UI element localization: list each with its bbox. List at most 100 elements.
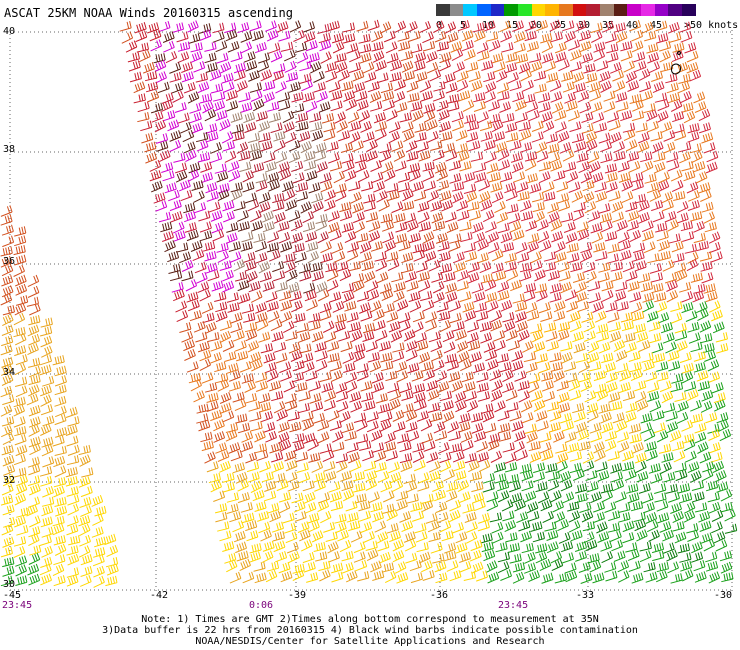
wind-barb <box>480 273 494 284</box>
wind-barb <box>681 291 694 303</box>
wind-barb <box>40 317 53 328</box>
wind-barb <box>638 272 651 284</box>
wind-barb <box>502 442 515 453</box>
wind-barb <box>238 91 251 103</box>
wind-barb <box>399 382 412 394</box>
wind-barb <box>233 62 246 74</box>
wind-barb <box>567 442 580 454</box>
wind-barb <box>261 550 274 563</box>
wind-barb <box>2 556 15 568</box>
wind-barb <box>444 542 457 554</box>
wind-barb <box>458 421 471 433</box>
wind-barb <box>319 569 331 582</box>
wind-barb <box>666 421 679 434</box>
wind-barb <box>610 400 623 411</box>
wind-barb <box>197 81 210 94</box>
wind-barb <box>378 199 390 212</box>
wind-barb <box>438 310 451 322</box>
wind-barb <box>694 431 707 444</box>
wind-barb <box>418 221 431 232</box>
wind-barb <box>716 481 729 493</box>
wind-barb <box>518 520 531 532</box>
wind-barb <box>466 521 478 533</box>
wind-barb <box>672 510 684 524</box>
wind-barb <box>317 499 330 513</box>
wind-barb <box>245 60 258 72</box>
wind-barb <box>645 512 658 524</box>
wind-barb <box>705 551 718 563</box>
wind-barb <box>705 291 718 303</box>
wind-barb <box>427 190 439 203</box>
wind-barb <box>493 461 507 473</box>
wind-barb <box>80 565 93 577</box>
wind-barb <box>254 501 267 512</box>
wind-barb <box>643 429 656 442</box>
wind-barb <box>573 411 586 423</box>
wind-barb <box>334 111 346 124</box>
wind-barb <box>582 521 595 532</box>
wind-barb <box>505 532 518 543</box>
wind-barb <box>246 530 259 542</box>
wind-barb <box>284 392 297 404</box>
wind-barb <box>211 280 224 292</box>
wind-barb <box>292 433 305 444</box>
wind-barb <box>531 191 545 203</box>
wind-barb <box>593 49 606 62</box>
wind-barb <box>252 489 265 502</box>
wind-barb <box>401 252 414 264</box>
wind-barb <box>654 92 668 103</box>
wind-barb <box>457 20 470 32</box>
wind-barb <box>373 319 386 332</box>
wind-barb <box>283 380 296 393</box>
wind-barb <box>27 324 40 337</box>
wind-barb <box>622 390 636 402</box>
wind-barb <box>455 400 467 413</box>
wind-barb <box>643 102 656 114</box>
wind-barb <box>691 480 704 491</box>
wind-barb <box>13 453 26 466</box>
wind-barb <box>423 110 436 123</box>
wind-barb <box>327 20 340 32</box>
wind-barb <box>684 42 697 54</box>
wind-barb <box>319 309 332 322</box>
wind-barb <box>271 451 284 463</box>
wind-barb <box>16 507 29 518</box>
wind-barb <box>389 471 402 484</box>
lat-label-32: 32 <box>3 475 16 486</box>
wind-barb <box>589 422 602 434</box>
wind-barb <box>323 521 336 533</box>
wind-barb <box>376 72 389 84</box>
wind-barb <box>641 160 654 173</box>
wind-barb <box>384 570 397 584</box>
wind-barb <box>418 351 431 364</box>
wind-barb <box>620 312 634 323</box>
wind-barb <box>353 343 366 354</box>
wind-barb <box>509 481 521 493</box>
wind-barb <box>542 510 554 524</box>
wind-barb <box>366 411 379 423</box>
wind-barb <box>0 546 13 558</box>
wind-barb <box>536 19 548 32</box>
wind-barb <box>260 410 273 423</box>
wind-barb <box>534 83 547 94</box>
wind-barb <box>433 20 445 33</box>
wind-barb <box>649 400 662 413</box>
wind-barb <box>149 170 162 182</box>
wind-barb <box>29 303 41 316</box>
wind-barb <box>404 271 417 283</box>
wind-barb <box>529 182 542 194</box>
wind-barb <box>439 460 452 473</box>
wind-barb <box>529 451 542 464</box>
wind-barb <box>430 140 443 151</box>
wind-barb <box>258 201 271 214</box>
wind-barb <box>476 440 488 453</box>
wind-barb <box>318 560 331 572</box>
wind-barb <box>423 102 436 114</box>
wind-barb <box>255 110 268 122</box>
wind-barb <box>366 548 379 562</box>
wind-barb <box>240 102 253 113</box>
wind-barb <box>329 360 342 372</box>
wind-barb <box>444 550 457 562</box>
wind-barb <box>551 101 564 114</box>
wind-barb <box>153 53 166 64</box>
